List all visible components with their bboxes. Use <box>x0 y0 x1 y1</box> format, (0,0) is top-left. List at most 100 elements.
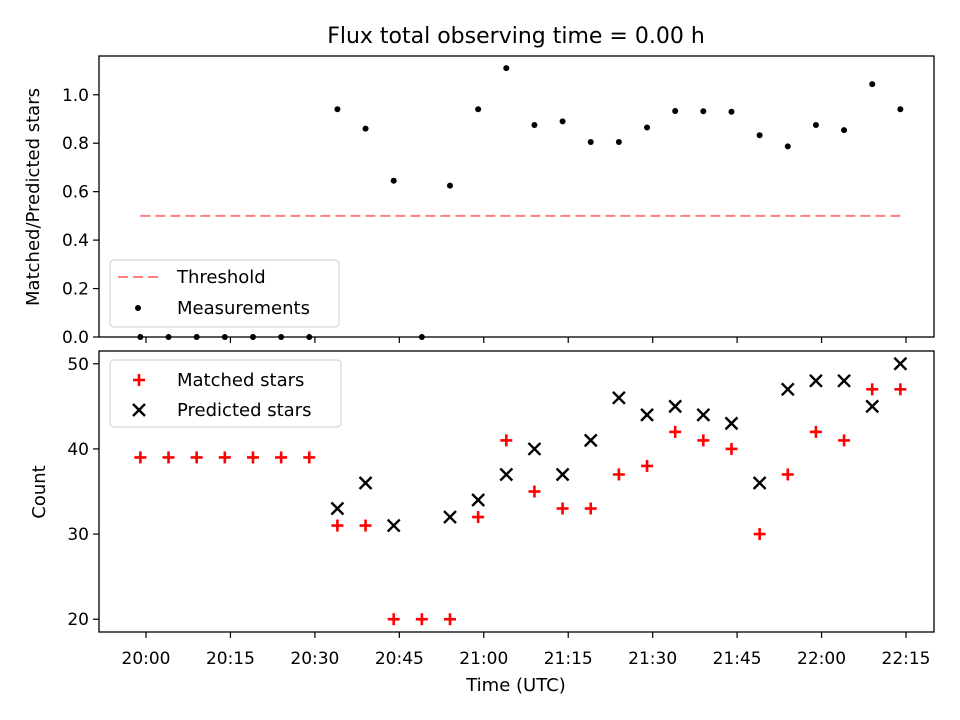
x-axis-label: Time (UTC) <box>465 675 566 696</box>
matched-star-point <box>753 528 766 541</box>
measurement-point <box>503 65 510 72</box>
top-y-tick-label: 0.0 <box>62 328 89 348</box>
predicted-star-point <box>809 373 823 388</box>
bottom-x-ticks: 20:00 20:15 20:30 20:45 21:00 21:15 21:30 21:45… <box>122 632 931 669</box>
predicted-star-point <box>330 501 345 516</box>
matched-star-point <box>809 425 822 438</box>
predicted-star-point <box>668 399 683 414</box>
bottom-y-tick-label: 40 <box>67 440 89 460</box>
matched-star-point <box>218 451 231 464</box>
matched-star-point <box>697 434 710 447</box>
measurement-point <box>756 132 763 139</box>
predicted-star-point <box>583 433 598 448</box>
measurement-point <box>334 106 341 113</box>
matched-star-point <box>387 613 400 626</box>
measurement-point <box>475 106 482 113</box>
predicted-star-point <box>837 373 851 388</box>
bottom-y-tick-label: 50 <box>67 355 89 375</box>
matched-star-point <box>528 485 541 498</box>
measurement-point <box>784 143 791 150</box>
matched-star-point <box>444 613 456 626</box>
top-y-tick-label: 0.6 <box>62 183 89 203</box>
bottom-y-tick-label: 20 <box>67 610 89 630</box>
predicted-star-point <box>752 476 767 490</box>
predicted-star-point <box>443 510 457 524</box>
x-tick-label: 22:15 <box>882 649 931 669</box>
measurement-points <box>137 65 904 340</box>
x-tick-label: 20:30 <box>290 649 339 669</box>
predicted-star-point <box>893 356 908 371</box>
top-y-tick-label: 0.2 <box>62 280 89 300</box>
legend-threshold-label: Threshold <box>176 267 266 288</box>
matched-star-point <box>725 442 738 455</box>
chart-title: Flux total observing time = 0.00 h <box>327 24 705 49</box>
legend-matched-swatch <box>133 374 145 386</box>
bottom-y-ticks: 20 30 40 50 <box>67 355 99 630</box>
x-tick-label: 20:15 <box>206 649 255 669</box>
legend-matched-label: Matched stars <box>177 370 304 391</box>
top-y-tick-label: 1.0 <box>62 86 89 106</box>
matched-star-point <box>641 459 654 472</box>
measurement-point <box>531 122 538 129</box>
matched-star-point <box>612 468 625 481</box>
measurement-point <box>672 107 679 114</box>
measurement-point <box>728 108 735 115</box>
measurement-point <box>869 81 876 88</box>
predicted-star-point <box>358 476 373 490</box>
predicted-star-point <box>724 416 739 431</box>
top-y-axis-label: Matched/Predicted stars <box>23 88 44 306</box>
matched-star-point <box>246 451 259 464</box>
predicted-star-point <box>780 382 795 397</box>
predicted-star-point <box>499 467 514 482</box>
matched-star-point <box>472 511 485 524</box>
measurement-point <box>644 124 651 131</box>
predicted-star-point <box>612 390 626 405</box>
predicted-star-point <box>865 399 880 414</box>
x-tick-label: 21:15 <box>544 649 593 669</box>
matched-star-point <box>866 383 879 396</box>
top-y-ticks: 0.0 0.2 0.4 0.6 0.8 1.0 <box>62 86 99 348</box>
measurement-point <box>362 125 369 132</box>
measurement-point <box>812 122 819 129</box>
x-tick-label: 21:45 <box>713 649 762 669</box>
matched-star-point <box>894 383 907 396</box>
x-tick-label: 21:30 <box>628 649 677 669</box>
top-y-tick-label: 0.4 <box>62 231 89 251</box>
measurement-point <box>390 177 397 184</box>
matched-star-point <box>838 434 851 447</box>
measurement-point <box>841 127 848 134</box>
top-legend-box <box>109 259 340 328</box>
measurement-point <box>559 118 566 125</box>
matched-star-point <box>303 451 316 464</box>
x-tick-label: 20:45 <box>375 649 424 669</box>
measurement-point <box>615 138 622 145</box>
matched-star-point <box>190 451 203 464</box>
x-tick-label: 22:00 <box>797 649 846 669</box>
bottom-axes-frame <box>98 350 935 633</box>
legend-measurements-label: Measurements <box>177 298 310 319</box>
matched-star-point <box>331 519 344 532</box>
matched-star-point <box>415 613 428 626</box>
predicted-star-point <box>696 408 711 422</box>
predicted-stars-points <box>330 356 908 533</box>
predicted-star-point <box>640 408 654 422</box>
matched-star-point <box>359 519 372 532</box>
legend-measurements-swatch <box>135 305 141 311</box>
x-tick-label: 20:00 <box>122 649 171 669</box>
measurement-point <box>897 106 904 113</box>
matched-star-point <box>781 468 794 481</box>
predicted-star-point <box>527 442 542 456</box>
predicted-star-point <box>386 518 401 533</box>
matched-star-point <box>556 502 569 515</box>
top-y-tick-label: 0.8 <box>62 134 89 154</box>
top-legend: Threshold Measurements <box>109 259 340 328</box>
matched-star-point <box>500 434 513 447</box>
matched-star-point <box>134 451 147 464</box>
top-axes-frame <box>98 55 935 338</box>
top-x-ticks <box>145 337 907 343</box>
legend-predicted-swatch <box>132 403 146 417</box>
measurement-point <box>587 138 594 145</box>
bottom-legend-box <box>109 359 342 428</box>
matched-star-point <box>162 451 175 464</box>
